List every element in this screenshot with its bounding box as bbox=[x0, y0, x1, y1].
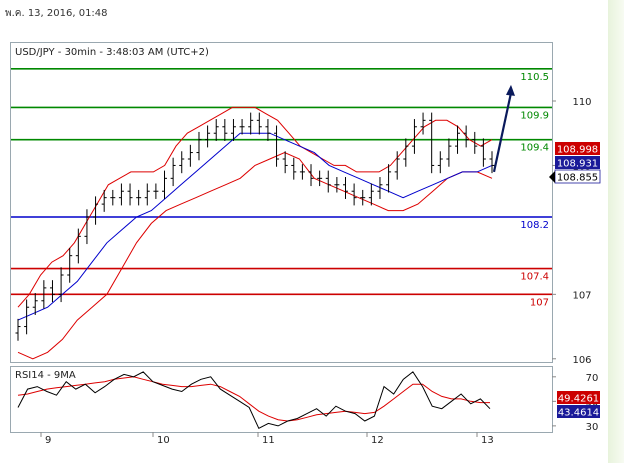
x-tick-label-4: 13 bbox=[481, 435, 494, 446]
timestamp: พ.ค. 13, 2016, 01:48 bbox=[5, 8, 108, 19]
y-tick-label-0: 110 bbox=[572, 97, 591, 108]
header-bar: พ.ค. 13, 2016, 01:48 bbox=[0, 0, 610, 36]
rsi-panel bbox=[10, 366, 553, 433]
price-tag-box-0 bbox=[555, 142, 600, 155]
projection-arrow-head bbox=[506, 84, 515, 96]
rsi-ma-line bbox=[17, 376, 490, 422]
level-label-0: 110.5 bbox=[520, 72, 549, 83]
level-label-1: 109.9 bbox=[520, 110, 549, 121]
price-labels: 108.998 108.931 108.855 bbox=[549, 142, 601, 184]
level-label-4: 107.4 bbox=[520, 272, 549, 283]
projection-arrow bbox=[492, 84, 515, 173]
y-axis-ticks: 110109107106 bbox=[552, 97, 592, 366]
level-label-2: 109.4 bbox=[520, 143, 549, 154]
horizontal-levels: 110.5 109.9 109.4 108.2 107.4 107 bbox=[11, 67, 552, 308]
x-tick-label-0: 9 bbox=[45, 435, 51, 446]
y-tick-label-3: 106 bbox=[572, 355, 591, 366]
x-tick-label-1: 10 bbox=[157, 435, 170, 446]
price-pointer bbox=[549, 171, 555, 183]
chart-title: USD/JPY - 30min - 3:48:03 AM (UTC+2) bbox=[15, 47, 209, 58]
rsi-title: RSI14 - 9MA bbox=[15, 370, 76, 381]
price-tag-0: 108.998 bbox=[557, 145, 598, 156]
rsi-tag-box-0 bbox=[557, 391, 600, 404]
price-tag-2: 108.855 bbox=[557, 173, 598, 184]
x-tick-label-3: 12 bbox=[371, 435, 384, 446]
level-label-3: 108.2 bbox=[520, 220, 549, 231]
price-tag-1: 108.931 bbox=[557, 159, 598, 170]
main-panel bbox=[10, 42, 553, 363]
rsi-tag-1: 43.4614 bbox=[558, 408, 599, 419]
level-label-5: 107 bbox=[530, 297, 549, 308]
price-bars bbox=[15, 112, 495, 341]
rsi-tag-box-1 bbox=[557, 405, 600, 418]
x-tick-label-2: 11 bbox=[262, 435, 275, 446]
projection-arrow-shaft bbox=[492, 92, 513, 173]
price-tag-box-1 bbox=[555, 156, 600, 169]
rsi-tag-0: 49.4261 bbox=[558, 394, 599, 405]
rsi-lines bbox=[17, 371, 491, 429]
rsi-tick-label-0: 70 bbox=[586, 373, 599, 384]
rsi-line bbox=[17, 371, 491, 429]
rsi-tick-label-2: 30 bbox=[586, 422, 599, 433]
y-tick-label-2: 107 bbox=[572, 290, 591, 301]
right-rail bbox=[608, 0, 624, 463]
moving-average-line bbox=[17, 132, 493, 321]
x-axis-ticks: 9 10 11 12 13 bbox=[40, 432, 494, 446]
bollinger-lower bbox=[17, 152, 493, 360]
